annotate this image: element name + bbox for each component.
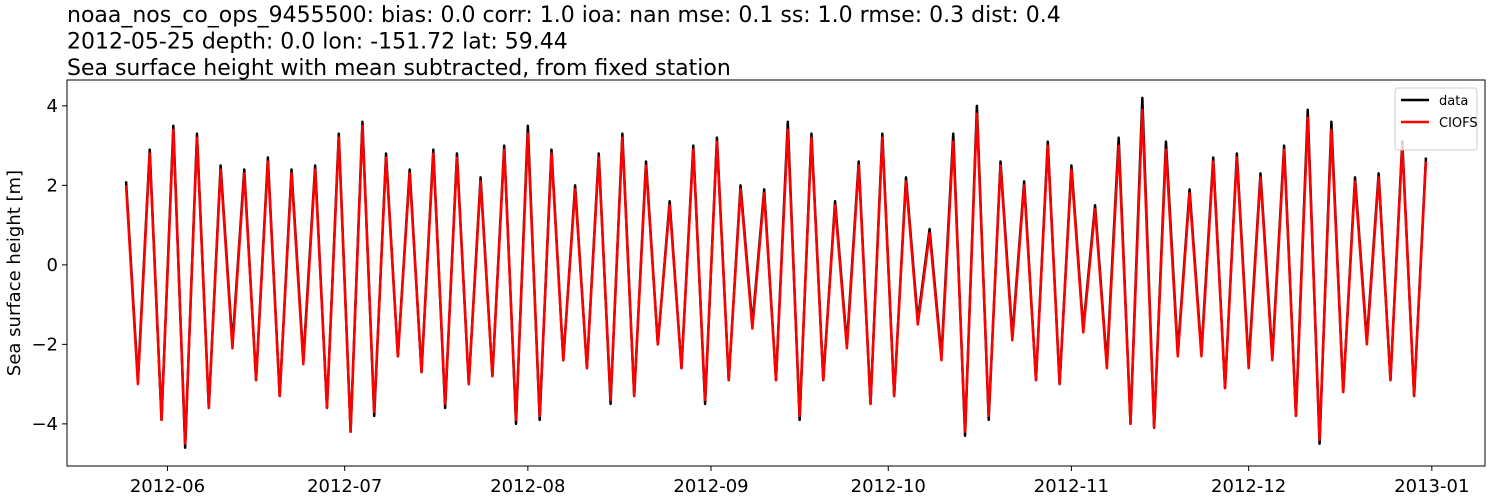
chart-title: 2012-05-25 depth: 0.0 lon: -151.72 lat: … <box>67 30 568 55</box>
y-tick-label: −4 <box>31 414 58 435</box>
y-tick-label: 2 <box>47 175 58 196</box>
legend-box <box>1394 87 1478 151</box>
y-tick-label: −2 <box>31 334 58 355</box>
series-line <box>124 108 1428 445</box>
x-tick-label: 2012-11 <box>1034 476 1109 497</box>
chart-title: noaa_nos_co_ops_9455500: bias: 0.0 corr:… <box>67 3 1061 28</box>
x-tick-label: 2013-01 <box>1394 476 1469 497</box>
legend-label: CIOFS <box>1439 116 1478 131</box>
chart-title: Sea surface height with mean subtracted,… <box>67 56 731 81</box>
x-tick-label: 2012-08 <box>490 476 565 497</box>
y-tick-label: 0 <box>47 255 58 276</box>
y-tick-label: 4 <box>47 96 58 117</box>
x-tick-label: 2012-07 <box>307 476 382 497</box>
x-tick-label: 2012-06 <box>130 476 205 497</box>
x-tick-label: 2012-09 <box>673 476 748 497</box>
x-tick-label: 2012-12 <box>1211 476 1286 497</box>
plot-frame <box>66 79 1486 467</box>
y-axis-label: Sea surface height [m] <box>4 170 25 376</box>
legend-label: data <box>1439 94 1468 109</box>
legend: data CIOFS <box>1394 87 1478 151</box>
x-tick-label: 2012-10 <box>851 476 926 497</box>
